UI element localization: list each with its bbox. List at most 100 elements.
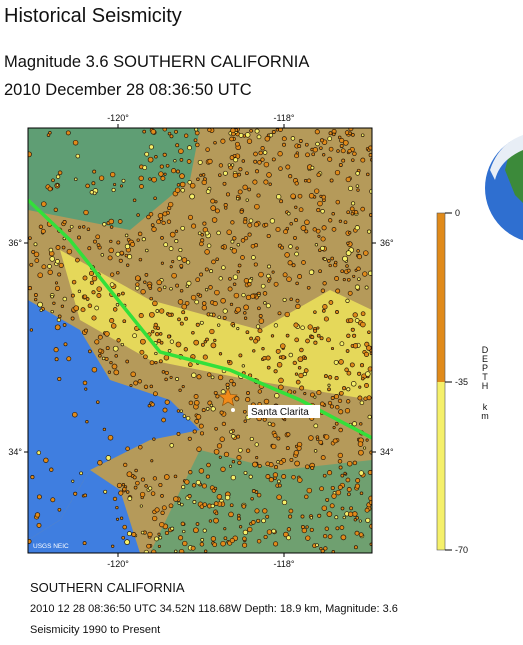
quake-dot (212, 301, 218, 307)
quake-dot (223, 536, 228, 541)
quake-dot (338, 163, 343, 167)
quake-dot (47, 269, 53, 275)
quake-dot (195, 277, 201, 283)
quake-dot (118, 490, 124, 496)
quake-dot (306, 285, 311, 290)
quake-dot (221, 265, 226, 270)
quake-dot (160, 510, 165, 515)
quake-dot (83, 493, 88, 498)
globe-land (505, 141, 523, 230)
quake-dot (209, 269, 214, 274)
quake-dot (185, 415, 191, 421)
quake-dot (315, 141, 320, 147)
quake-dot (210, 342, 217, 349)
quake-dot (297, 274, 303, 279)
quake-dot (40, 228, 46, 234)
quake-dot (78, 225, 82, 229)
quake-dot (248, 218, 254, 223)
quake-dot (352, 274, 356, 278)
quake-dot (110, 171, 116, 178)
quake-dot (33, 242, 38, 247)
quake-dot (339, 390, 344, 396)
quake-dot (237, 189, 243, 195)
quake-dot (201, 483, 207, 489)
quake-dot (151, 226, 157, 232)
quake-dot (46, 133, 51, 137)
quake-dot (251, 489, 256, 493)
quake-dot (97, 460, 103, 466)
quake-dot (313, 310, 317, 314)
quake-dot (317, 513, 322, 518)
quake-dot (358, 470, 364, 476)
quake-dot (62, 236, 67, 241)
ocean (28, 300, 200, 540)
quake-dot (143, 354, 148, 360)
quake-dot (55, 183, 60, 187)
footer-details: 2010 12 28 08:36:50 UTC 34.52N 118.68W D… (30, 603, 398, 615)
quake-dot (208, 285, 213, 290)
quake-dot (180, 225, 186, 231)
quake-dot (83, 209, 89, 216)
quake-dot (214, 208, 220, 214)
quake-dot (352, 343, 359, 349)
quake-dot (217, 323, 221, 327)
quake-dot (165, 163, 170, 168)
quake-dot (111, 363, 118, 370)
quake-dot (212, 542, 218, 548)
quake-dot (263, 534, 268, 540)
quake-dot (228, 464, 233, 468)
quake-dot (113, 182, 117, 187)
quake-dot (87, 303, 93, 309)
quake-dot (181, 257, 188, 263)
quake-dot (347, 511, 354, 517)
quake-dot (231, 248, 238, 254)
quake-dot (127, 254, 133, 260)
quake-dot (273, 323, 279, 328)
quake-dot (48, 247, 54, 253)
quake-dot (354, 530, 360, 536)
quake-dot (360, 133, 365, 137)
quake-dot (322, 473, 327, 478)
quake-dot (153, 322, 158, 328)
quake-dot (96, 286, 102, 292)
quake-dot (304, 464, 310, 470)
quake-dot (289, 222, 293, 226)
quake-dot (157, 213, 164, 219)
quake-dot (213, 501, 219, 506)
quake-dot (316, 333, 321, 338)
quake-dot (159, 521, 165, 528)
quake-dot (164, 530, 169, 536)
quake-dot (238, 167, 243, 172)
quake-dot (72, 411, 78, 418)
quake-dot (289, 457, 294, 462)
quake-dot (358, 385, 362, 389)
quake-dot (346, 460, 353, 467)
quake-dot (353, 210, 359, 215)
quake-dot (196, 292, 201, 297)
quake-dot (193, 138, 198, 143)
quake-dot (320, 245, 325, 251)
quake-dot (244, 132, 251, 138)
quake-dot (232, 282, 237, 287)
quake-dot (187, 436, 192, 441)
quake-dot (82, 541, 87, 546)
quake-dot (175, 341, 182, 348)
quake-dot (116, 293, 121, 297)
quake-dot (116, 482, 122, 488)
quake-dot (286, 535, 291, 541)
quake-dot (134, 468, 138, 473)
quake-dot (135, 282, 140, 287)
quake-dot (254, 508, 260, 514)
quake-dot (261, 347, 265, 351)
quake-dot (318, 269, 322, 274)
quake-dot (210, 375, 215, 380)
quake-dot (320, 548, 325, 553)
quake-dot (186, 159, 192, 164)
quake-dot (168, 503, 174, 509)
quake-dot (121, 483, 126, 487)
quake-dot (150, 129, 157, 135)
quake-dot (95, 234, 101, 240)
quake-dot (346, 268, 351, 273)
quake-dot (63, 342, 68, 347)
quake-dot (85, 420, 89, 424)
